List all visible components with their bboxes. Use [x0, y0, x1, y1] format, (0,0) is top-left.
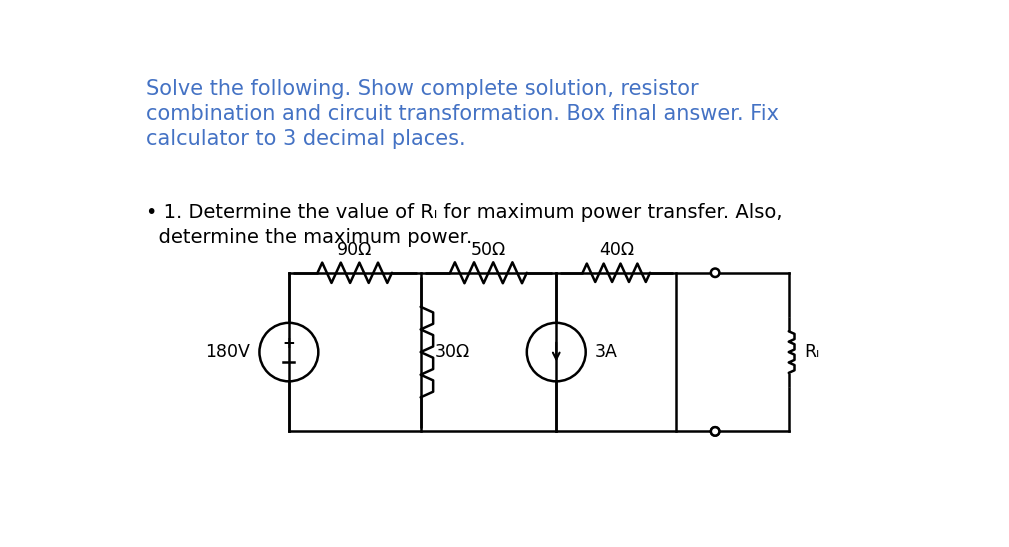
- Text: 30Ω: 30Ω: [435, 343, 470, 361]
- Text: 40Ω: 40Ω: [598, 241, 634, 259]
- Text: 50Ω: 50Ω: [471, 241, 507, 259]
- Text: • 1. Determine the value of Rₗ for maximum power transfer. Also,
  determine the: • 1. Determine the value of Rₗ for maxim…: [145, 203, 782, 247]
- Circle shape: [711, 427, 719, 435]
- Text: 180V: 180V: [205, 343, 250, 361]
- Text: 3A: 3A: [595, 343, 618, 361]
- Text: +: +: [283, 336, 296, 351]
- Circle shape: [711, 269, 719, 277]
- Text: Solve the following. Show complete solution, resistor
combination and circuit tr: Solve the following. Show complete solut…: [145, 79, 779, 149]
- Text: 90Ω: 90Ω: [337, 241, 372, 259]
- Text: Rₗ: Rₗ: [804, 343, 819, 361]
- Circle shape: [711, 269, 719, 277]
